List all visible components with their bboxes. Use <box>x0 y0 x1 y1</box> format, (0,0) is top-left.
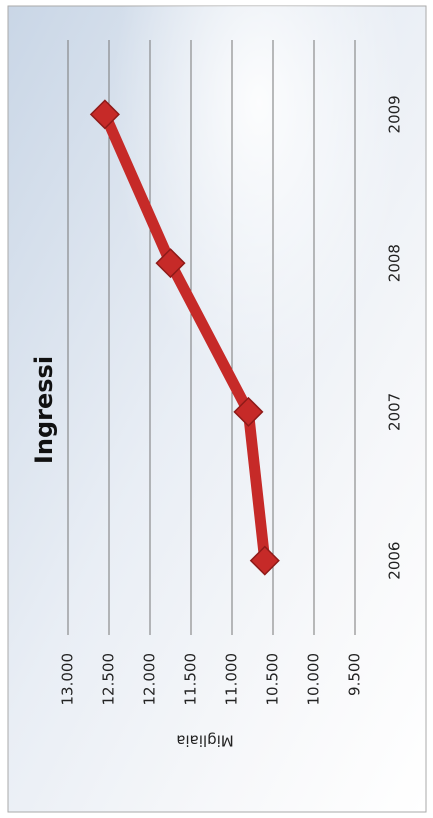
x-tick-label: 2006 <box>386 542 404 580</box>
data-point <box>89 99 120 130</box>
data-point <box>155 248 186 279</box>
series-line <box>99 112 271 562</box>
y-tick-label: 10.500 <box>264 653 282 706</box>
y-tick-label: 13.000 <box>59 653 77 706</box>
x-tick-label: 2007 <box>386 393 404 431</box>
data-point <box>249 545 280 576</box>
y-tick-label: 9.500 <box>346 653 364 696</box>
y-axis-label: Migliaia <box>176 732 234 750</box>
y-tick-label: 10.000 <box>305 653 323 706</box>
chart-title: Ingressi <box>30 356 58 464</box>
data-point <box>233 396 264 427</box>
y-tick-label: 11.500 <box>182 653 200 706</box>
y-tick-label: 11.000 <box>223 653 241 706</box>
x-tick-label: 2008 <box>386 244 404 282</box>
background-glow <box>8 6 426 812</box>
plot: Ingressi Migliaia 9.500 10.000 10.500 11.00… <box>30 40 404 750</box>
y-tick-label: 12.500 <box>100 653 118 706</box>
x-tick-label: 2009 <box>386 95 404 133</box>
y-tick-label: 12.000 <box>141 653 159 706</box>
